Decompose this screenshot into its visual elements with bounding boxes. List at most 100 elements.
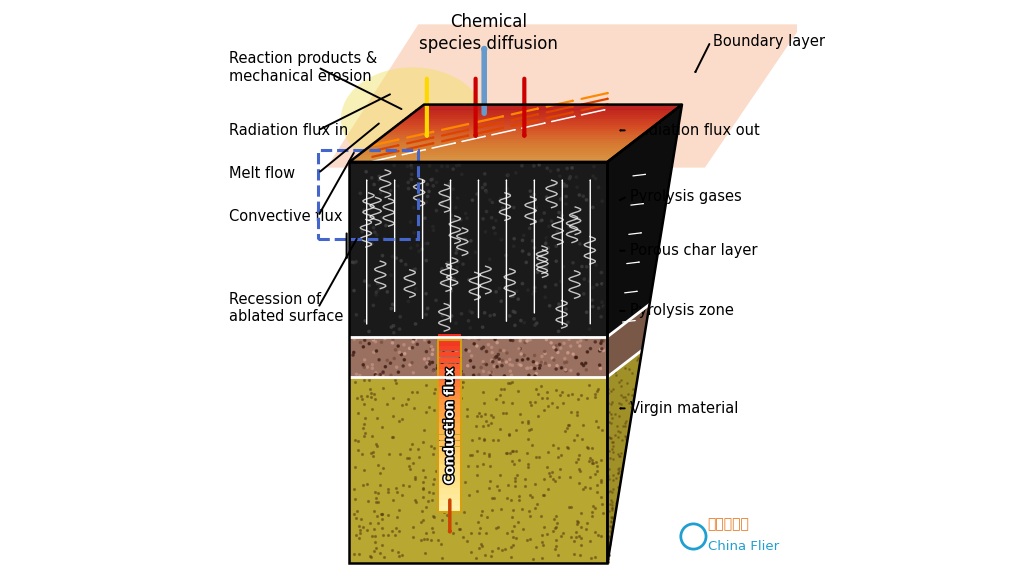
Point bbox=[600, 550, 616, 559]
Point bbox=[471, 523, 487, 532]
Point bbox=[471, 267, 487, 276]
Point bbox=[600, 550, 616, 559]
Point bbox=[578, 335, 594, 344]
Point bbox=[388, 363, 405, 372]
Point bbox=[483, 213, 499, 222]
Point bbox=[418, 310, 434, 319]
Point bbox=[514, 161, 530, 170]
Point bbox=[398, 454, 415, 463]
Point bbox=[604, 475, 621, 484]
Point bbox=[359, 362, 375, 372]
Point bbox=[473, 412, 489, 421]
Point bbox=[460, 296, 476, 305]
Point bbox=[400, 184, 417, 193]
Point bbox=[538, 164, 554, 173]
Point bbox=[463, 528, 479, 537]
Point bbox=[451, 242, 468, 252]
Point bbox=[506, 308, 523, 317]
Point bbox=[584, 443, 600, 452]
Point bbox=[546, 477, 562, 486]
Point bbox=[355, 322, 371, 331]
Point bbox=[401, 360, 418, 369]
Point bbox=[520, 418, 536, 427]
Point bbox=[365, 525, 381, 534]
Point bbox=[604, 484, 621, 494]
Point bbox=[536, 490, 552, 499]
Point bbox=[573, 540, 589, 549]
Point bbox=[404, 343, 420, 353]
Point bbox=[368, 287, 384, 297]
Point bbox=[499, 189, 516, 198]
Point bbox=[524, 211, 540, 221]
Point bbox=[365, 452, 381, 461]
Point bbox=[580, 381, 596, 390]
Point bbox=[602, 513, 619, 522]
Point bbox=[543, 399, 559, 408]
Point bbox=[362, 552, 378, 562]
Point bbox=[462, 275, 478, 285]
Point bbox=[461, 277, 477, 286]
Point bbox=[465, 362, 481, 372]
Point bbox=[548, 518, 565, 528]
Point bbox=[466, 333, 482, 342]
Point bbox=[477, 186, 493, 195]
Text: Virgin material: Virgin material bbox=[630, 401, 738, 416]
Point bbox=[460, 361, 476, 370]
Point bbox=[510, 386, 526, 396]
Point bbox=[511, 360, 527, 369]
Point bbox=[590, 183, 606, 192]
Text: Porous char layer: Porous char layer bbox=[630, 243, 757, 258]
Point bbox=[470, 529, 486, 538]
Point bbox=[380, 450, 396, 459]
Point bbox=[460, 461, 476, 470]
Point bbox=[383, 432, 399, 441]
Point bbox=[362, 551, 378, 560]
Point bbox=[444, 359, 461, 368]
Point bbox=[451, 241, 468, 250]
Point bbox=[476, 410, 492, 419]
Point bbox=[531, 363, 547, 373]
Point bbox=[365, 335, 381, 344]
Point bbox=[386, 530, 403, 540]
Point bbox=[527, 176, 543, 185]
Point bbox=[416, 426, 432, 435]
Point bbox=[361, 327, 377, 336]
Point bbox=[571, 466, 587, 475]
Point bbox=[552, 531, 569, 540]
Point bbox=[561, 172, 578, 181]
Point bbox=[556, 426, 573, 435]
Point bbox=[482, 372, 498, 381]
Point bbox=[369, 442, 385, 451]
Point bbox=[458, 209, 474, 218]
Point bbox=[372, 282, 388, 291]
Point bbox=[427, 196, 443, 206]
Point bbox=[430, 363, 446, 372]
Point bbox=[468, 487, 484, 496]
Point bbox=[562, 502, 579, 511]
Bar bbox=[438, 470, 461, 476]
Point bbox=[374, 541, 390, 550]
Point bbox=[569, 338, 585, 347]
Point bbox=[400, 453, 417, 463]
Point bbox=[426, 512, 442, 521]
Point bbox=[408, 498, 424, 507]
Polygon shape bbox=[607, 105, 682, 337]
Point bbox=[424, 222, 440, 231]
Point bbox=[424, 449, 440, 458]
Point bbox=[414, 506, 430, 516]
Point bbox=[372, 370, 388, 379]
Point bbox=[569, 183, 585, 192]
Point bbox=[503, 446, 520, 456]
Point bbox=[596, 302, 612, 312]
Point bbox=[474, 323, 490, 332]
Point bbox=[458, 346, 474, 355]
Point bbox=[454, 532, 471, 541]
Point bbox=[528, 203, 544, 213]
Point bbox=[383, 323, 399, 332]
Point bbox=[583, 554, 599, 563]
Point bbox=[365, 448, 381, 457]
Point bbox=[377, 362, 393, 372]
Point bbox=[497, 449, 514, 458]
Point bbox=[472, 281, 488, 290]
Point bbox=[433, 264, 449, 274]
